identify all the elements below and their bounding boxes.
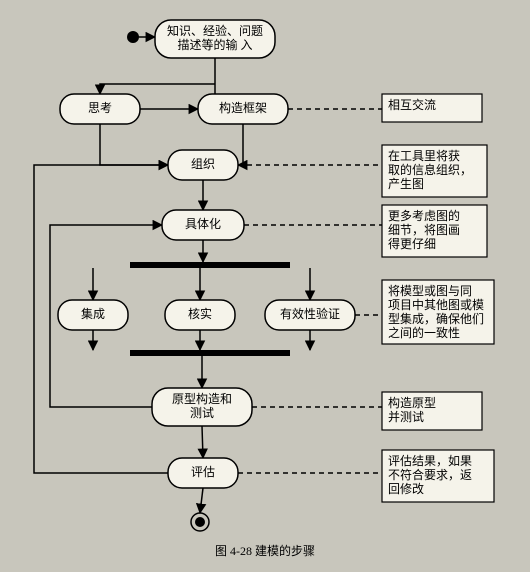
node-concrete-label: 具体化 (185, 217, 221, 231)
node-verify: 核实 (165, 300, 235, 330)
node-think-label: 思考 (88, 101, 112, 115)
figure-caption: 图 4-28 建模的步骤 (215, 543, 315, 558)
node-eval-label: 评估 (191, 465, 215, 479)
comment-c_concrete: 更多考虑图的细节，将图画得更仔细 (382, 205, 487, 257)
node-input: 知识、经验、问题描述等的输 入 (155, 20, 275, 58)
node-think: 思考 (60, 94, 140, 124)
initial-node (127, 31, 139, 43)
comment-c_integrate-text: 将模型或图与同 (388, 284, 472, 298)
node-input-label: 描述等的输 入 (177, 37, 252, 52)
node-concrete: 具体化 (162, 210, 244, 240)
comment-c_proto-text: 构造原型 (388, 395, 436, 410)
comment-c_proto-text: 并测试 (388, 409, 424, 424)
node-validate-label: 有效性验证 (280, 306, 340, 321)
comment-c_integrate-text: 项目中其他图或模 (388, 297, 484, 312)
join1-bar (130, 350, 290, 356)
node-proto-label: 原型构造和 (172, 391, 232, 406)
comment-c_concrete-text: 得更仔细 (388, 236, 436, 251)
final-node-dot (195, 517, 205, 527)
node-org: 组织 (168, 150, 238, 180)
node-frame-label: 构造框架 (219, 100, 267, 115)
comment-c_frame-text: 相互交流 (388, 97, 436, 112)
fork1-bar (130, 262, 290, 268)
node-org-label: 组织 (191, 157, 215, 171)
edge-proto-eval (202, 426, 203, 458)
comment-c_integrate-text: 型集成，确保他们 (388, 311, 484, 326)
comment-c_org-text: 产生图 (388, 177, 424, 191)
node-input-label: 知识、经验、问题 (167, 23, 263, 38)
comment-c_frame: 相互交流 (382, 94, 482, 122)
node-verify-label: 核实 (188, 306, 212, 321)
node-proto: 原型构造和测试 (152, 388, 252, 426)
comment-c_org: 在工具里将获取的信息组织，产生图 (382, 145, 487, 197)
comment-c_eval-text: 回修改 (388, 481, 424, 496)
edge-think-org (100, 124, 168, 165)
comment-c_org-text: 取的信息组织， (388, 162, 472, 177)
node-frame: 构造框架 (198, 94, 288, 124)
comment-c_eval-text: 评估结果，如果 (388, 453, 472, 468)
comment-c_org-text: 在工具里将获 (388, 149, 460, 163)
comment-c_integrate-text: 之间的一致性 (388, 325, 460, 340)
edge-eval-final (200, 488, 203, 513)
comment-c_eval-text: 不符合要求，返 (388, 467, 472, 482)
activity-diagram: 知识、经验、问题描述等的输 入思考 构造框架组织具体化集成 核实 有效性验证原型构造和… (0, 0, 530, 572)
edge-frame-org (238, 124, 243, 165)
comment-c_integrate: 将模型或图与同项目中其他图或模型集成，确保他们之间的一致性 (382, 280, 494, 344)
node-integrate: 集成 (58, 300, 128, 330)
node-eval: 评估 (168, 458, 238, 488)
comment-c_eval: 评估结果，如果不符合要求，返回修改 (382, 450, 494, 502)
comment-c_proto: 构造原型并测试 (382, 392, 482, 430)
node-proto-label: 测试 (190, 405, 214, 420)
comment-c_concrete-text: 细节，将图画 (388, 223, 460, 237)
node-integrate-label: 集成 (81, 306, 105, 321)
node-validate: 有效性验证 (265, 300, 355, 330)
comment-c_concrete-text: 更多考虑图的 (388, 208, 460, 223)
